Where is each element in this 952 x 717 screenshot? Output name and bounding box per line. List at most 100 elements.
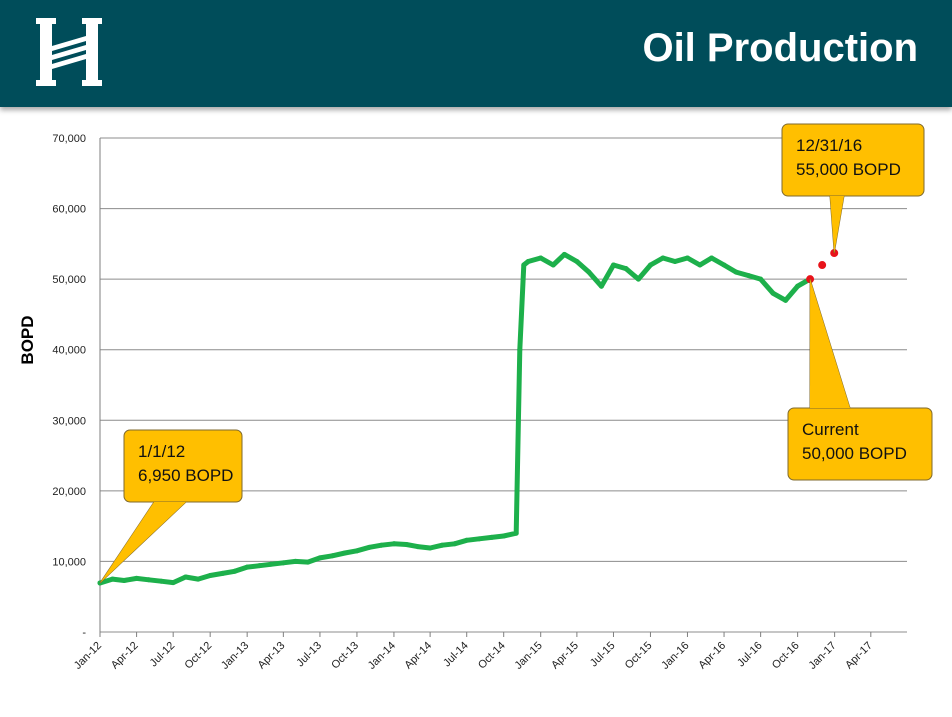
x-tick-label: Oct-14	[476, 640, 508, 672]
forecast-callout-pointer-fill	[830, 196, 844, 254]
production-point	[538, 255, 544, 261]
y-tick-label: 30,000	[52, 415, 86, 427]
production-point	[501, 533, 507, 539]
production-point	[746, 273, 752, 279]
current-callout-text: Current 50,000 BOPD	[802, 418, 907, 466]
production-point	[672, 259, 678, 264]
production-point	[489, 534, 495, 540]
production-point	[709, 255, 715, 261]
x-tick-label: Oct-12	[182, 640, 214, 672]
x-tick-label: Jan-14	[366, 640, 398, 672]
x-tick-label: Jul-16	[735, 640, 765, 670]
forecast-point	[818, 261, 827, 270]
start-callout-pointer-fill	[100, 502, 186, 583]
current-callout-pointer-fill	[810, 279, 850, 408]
production-point	[403, 541, 409, 547]
production-point	[109, 576, 115, 582]
x-tick-label: Apr-14	[402, 640, 434, 672]
production-point	[427, 545, 433, 551]
production-point	[195, 576, 201, 582]
production-point	[134, 575, 140, 581]
production-point	[257, 563, 263, 569]
production-point	[721, 262, 727, 268]
production-point	[378, 542, 384, 548]
x-tick-label: Apr-16	[696, 640, 728, 672]
forecast-callout-text: 12/31/16 55,000 BOPD	[796, 134, 901, 182]
production-point	[305, 559, 311, 565]
production-point	[292, 558, 298, 564]
production-point	[598, 283, 604, 289]
x-tick-label: Apr-15	[549, 640, 581, 672]
x-tick-label: Jul-12	[148, 640, 178, 670]
production-point	[758, 276, 764, 282]
production-point	[513, 530, 519, 536]
x-tick-label: Apr-12	[109, 640, 141, 672]
x-tick-label: Oct-16	[770, 640, 802, 672]
production-point	[733, 269, 739, 275]
production-point	[521, 262, 527, 268]
production-point	[697, 262, 703, 268]
production-point	[525, 259, 531, 264]
production-point	[550, 262, 556, 268]
production-point	[244, 564, 250, 570]
x-tick-label: Apr-13	[256, 640, 288, 672]
production-point	[586, 269, 592, 275]
y-tick-label: 10,000	[52, 556, 86, 568]
header-bar: Oil Production	[0, 0, 952, 107]
production-point	[146, 577, 152, 583]
production-point	[439, 542, 445, 548]
annotation-line-1: 12/31/16	[796, 136, 863, 155]
production-point	[391, 541, 397, 547]
production-point	[684, 255, 690, 261]
production-point	[280, 560, 286, 566]
annotation-line-2: 55,000 BOPD	[796, 160, 901, 179]
production-line	[97, 251, 813, 586]
hess-logo-icon	[36, 18, 102, 86]
production-point	[464, 537, 470, 543]
x-tick-label: Jan-12	[72, 640, 104, 672]
x-tick-label: Jul-14	[441, 640, 471, 670]
production-point	[268, 561, 274, 567]
production-point	[170, 580, 176, 586]
production-point	[660, 255, 666, 261]
forecast-callout-box	[781, 123, 925, 197]
y-tick-label: 70,000	[52, 133, 86, 145]
production-point	[647, 262, 653, 268]
page-title: Oil Production	[642, 26, 918, 70]
production-point	[121, 577, 127, 583]
x-tick-label: Jan-13	[219, 640, 251, 672]
x-tick-label: Jul-15	[588, 640, 618, 670]
x-tick-label: Jan-16	[659, 640, 691, 672]
production-point	[795, 283, 801, 289]
annotation-line-2: 6,950 BOPD	[138, 466, 234, 485]
production-point	[610, 262, 616, 268]
current-callout-box	[787, 407, 933, 481]
start-callout-text: 1/1/12 6,950 BOPD	[138, 440, 233, 488]
production-point	[415, 544, 421, 550]
production-point	[623, 266, 629, 272]
x-tick-label: Jul-13	[294, 640, 324, 670]
x-tick-label: Apr-17	[843, 640, 875, 672]
y-axis-label: BOPD	[18, 315, 37, 365]
production-point	[366, 544, 372, 550]
y-tick-label: 20,000	[52, 486, 86, 498]
x-tick-label: Oct-13	[329, 640, 361, 672]
production-point	[517, 347, 523, 353]
y-tick-label: 60,000	[52, 204, 86, 216]
production-point	[635, 276, 641, 282]
y-tick-label: -	[82, 627, 86, 639]
production-point	[317, 555, 323, 561]
production-point	[476, 536, 482, 542]
x-tick-label: Jan-15	[513, 640, 545, 672]
annotation-line-1: 1/1/12	[138, 442, 186, 461]
production-point	[354, 548, 360, 554]
x-tick-label: Jan-17	[806, 640, 838, 672]
y-tick-label: 40,000	[52, 345, 86, 357]
production-point	[158, 578, 164, 584]
annotation-line-1: Current	[802, 420, 859, 439]
production-point	[561, 251, 567, 257]
production-point	[232, 568, 238, 574]
production-point	[452, 541, 458, 547]
production-point	[770, 290, 776, 296]
